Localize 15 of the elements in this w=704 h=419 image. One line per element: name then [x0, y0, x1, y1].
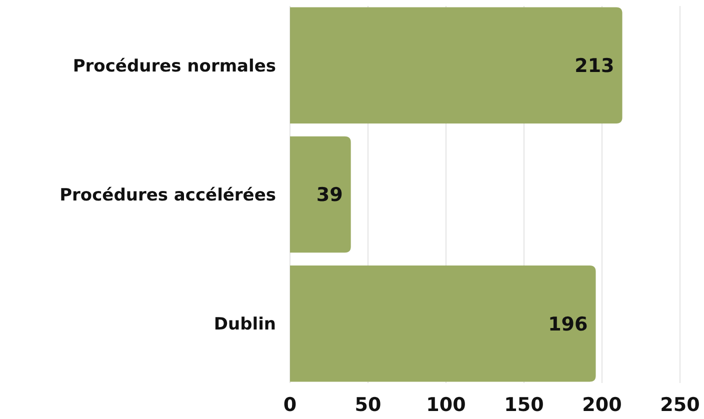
x-tick-label: 200 [582, 394, 622, 416]
bar [290, 136, 351, 253]
x-tick-label: 0 [283, 394, 297, 416]
y-tick-label: Dublin [214, 314, 276, 335]
data-label: 39 [316, 184, 343, 206]
bar [290, 266, 596, 382]
bar [290, 7, 622, 124]
x-tick-label: 100 [426, 394, 466, 416]
y-tick-label: Procédures normales [72, 56, 276, 76]
data-label: 196 [548, 313, 588, 336]
x-tick-label: 250 [660, 394, 700, 416]
x-tick-label: 50 [354, 394, 382, 416]
data-label: 213 [574, 55, 614, 78]
y-tick-label: Procédures accélérées [60, 185, 276, 206]
x-tick-label: 150 [504, 394, 544, 416]
